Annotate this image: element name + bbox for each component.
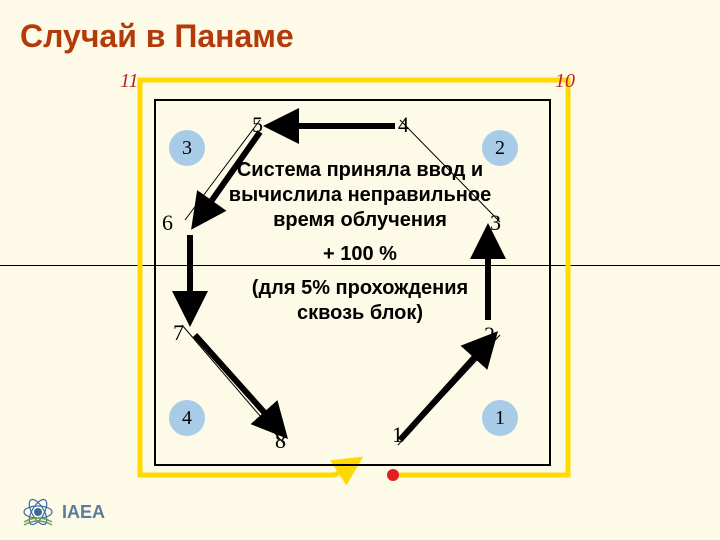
iaea-logo-icon	[20, 494, 56, 530]
center-line2: + 100 %	[220, 243, 500, 266]
outer-path-label-10: 10	[555, 70, 575, 93]
center-line1: Система приняла ввод и вычислила неправи…	[220, 158, 500, 233]
octagon-vertex-label-4: 4	[398, 112, 409, 138]
octagon-vertex-label-2: 2	[484, 322, 495, 348]
octagon-vertex-label-1: 1	[392, 422, 403, 448]
corner-circle-3: 3	[169, 130, 205, 166]
corner-circle-4: 4	[169, 400, 205, 436]
iaea-logo-block: IAEA	[20, 494, 105, 530]
slide-root: Случай в Панаме Система приняла ввод и в…	[0, 0, 720, 540]
center-line3: (для 5% прохождения сквозь блок)	[220, 276, 500, 326]
corner-circle-1: 1	[482, 400, 518, 436]
octagon-vertex-label-7: 7	[173, 320, 184, 346]
red-start-dot	[387, 469, 399, 481]
octagon-vertex-label-3: 3	[490, 210, 501, 236]
octagon-vertex-label-8: 8	[275, 428, 286, 454]
octagon-vertex-label-5: 5	[252, 112, 263, 138]
outer-path-label-11: 11	[120, 70, 139, 93]
center-text-block: Система приняла ввод и вычислила неправи…	[220, 158, 500, 326]
corner-circle-2: 2	[482, 130, 518, 166]
iaea-label: IAEA	[62, 502, 105, 523]
octagon-vertex-label-6: 6	[162, 210, 173, 236]
